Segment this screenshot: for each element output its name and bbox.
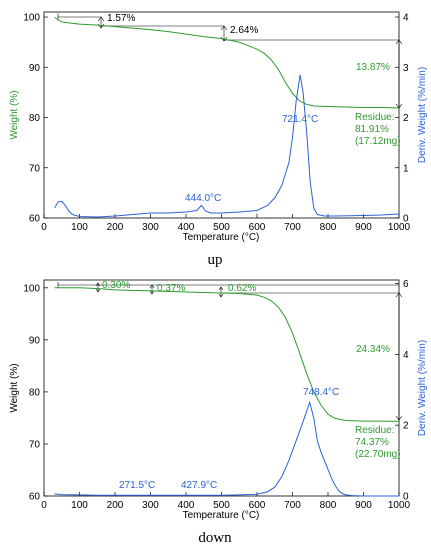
- annotation-2-64: 2.64%: [230, 25, 258, 36]
- x-tick-label: 700: [284, 500, 301, 511]
- annotation-peak-271: 271.5°C: [119, 480, 155, 491]
- annotation-residue-value: 74.37%: [355, 437, 389, 448]
- step-arrow: [218, 286, 224, 298]
- x-tick-label: 400: [178, 222, 195, 233]
- x-tick-label: 900: [355, 222, 372, 233]
- y-tick-label: 70: [29, 163, 41, 174]
- chart-down: 0 100 200 300 400 500 600 700 800 900 1000 6070809…: [9, 279, 428, 521]
- weight-line-down: [54, 287, 400, 422]
- step-markers-down: [57, 282, 403, 421]
- y-axis-title-up: Weight (%): [9, 90, 20, 139]
- deriv-line-down: [54, 400, 399, 497]
- plot-frame-up: [43, 11, 400, 219]
- chart-up: 0 100 200 300 400 500 600 700 800 900 1000 6070809…: [9, 11, 428, 243]
- x-tick-label: 1000: [388, 500, 411, 511]
- x-tick-label: 100: [71, 222, 88, 233]
- annotation-0-30: 0.30%: [102, 280, 130, 291]
- annotation-residue-mass: (17.12mg): [355, 136, 401, 147]
- annotation-peak-427: 427.9°C: [181, 480, 217, 491]
- annotation-residue-mass: (22.70mg): [355, 449, 401, 460]
- annotation-0-37: 0.37%: [157, 283, 185, 294]
- annotation-1-57: 1.57%: [107, 13, 135, 24]
- y2-tick-label: 1: [403, 163, 409, 174]
- y-tick-label: 90: [29, 63, 41, 74]
- annotation-residue-label: Residue:: [355, 112, 394, 123]
- annotation-24-34: 24.34%: [356, 344, 390, 355]
- x-tick-label: 200: [107, 222, 124, 233]
- step-arrow: [95, 282, 101, 293]
- y2-ticks-up: 0 1 2 3 4: [395, 13, 409, 225]
- weight-line-up: [54, 17, 400, 109]
- x-tick-label: 200: [107, 500, 124, 511]
- x-tick-label: 800: [320, 500, 337, 511]
- y-tick-label: 100: [23, 283, 40, 294]
- y-tick-label: 80: [29, 387, 41, 398]
- step-arrow: [395, 292, 403, 421]
- caption-up: up: [208, 252, 223, 268]
- y2-tick-label: 0: [403, 492, 409, 503]
- x-ticks-down: 0 100 200 300 400 500 600 700 800 900 1000: [41, 492, 411, 511]
- y-tick-label: 90: [29, 335, 41, 346]
- y2-axis-title-down: Deriv. Weight (%/min): [417, 340, 428, 436]
- step-arrow: [149, 284, 155, 295]
- annotation-peak-444: 444.0°C: [185, 193, 221, 204]
- y2-ticks-down: 0 2 4 6: [395, 279, 409, 503]
- deriv-line-up: [54, 74, 400, 218]
- x-tick-label: 600: [249, 500, 266, 511]
- x-tick-label: 300: [142, 500, 159, 511]
- annotation-residue-value: 81.91%: [355, 124, 389, 135]
- annotation-peak-721: 721.4°C: [282, 114, 318, 125]
- y-axis-title-down: Weight (%): [9, 363, 20, 412]
- annotation-residue-label: Residue:: [355, 425, 394, 436]
- y2-tick-label: 4: [403, 13, 409, 24]
- y2-tick-label: 3: [403, 63, 409, 74]
- annotation-0-62: 0.62%: [228, 283, 256, 294]
- x-tick-label: 100: [71, 500, 88, 511]
- y-tick-label: 60: [29, 492, 41, 503]
- x-tick-label: 500: [213, 500, 230, 511]
- y2-tick-label: 2: [403, 113, 409, 124]
- y2-axis-title-up: Deriv. Weight (%/min): [417, 67, 428, 163]
- x-tick-label: 900: [355, 500, 372, 511]
- y-tick-label: 80: [29, 113, 41, 124]
- y-tick-label: 100: [23, 13, 40, 24]
- y-ticks-down: 60 70 80 90 100: [23, 283, 48, 503]
- y2-tick-label: 6: [403, 279, 409, 290]
- x-tick-label: 400: [178, 500, 195, 511]
- x-tick-label: 700: [284, 222, 301, 233]
- y-tick-label: 70: [29, 439, 41, 450]
- plot-frame-down: [43, 279, 400, 497]
- y-ticks-up: 60 70 80 90 100: [23, 13, 48, 225]
- y2-tick-label: 4: [403, 350, 409, 361]
- y2-tick-label: 2: [403, 421, 409, 432]
- y2-tick-label: 0: [403, 214, 409, 225]
- x-tick-label: 0: [41, 222, 47, 233]
- x-tick-label: 600: [249, 222, 266, 233]
- x-tick-label: 800: [320, 222, 337, 233]
- x-tick-label: 0: [41, 500, 47, 511]
- x-axis-title-down: Temperature (°C): [183, 510, 260, 521]
- x-tick-label: 500: [213, 222, 230, 233]
- x-axis-title-up: Temperature (°C): [183, 232, 260, 243]
- x-tick-label: 300: [142, 222, 159, 233]
- caption-down: down: [198, 530, 232, 546]
- annotation-peak-748: 748.4°C: [303, 387, 339, 398]
- annotation-13-87: 13.87%: [356, 62, 390, 73]
- x-tick-label: 1000: [388, 222, 411, 233]
- y-tick-label: 60: [29, 214, 41, 225]
